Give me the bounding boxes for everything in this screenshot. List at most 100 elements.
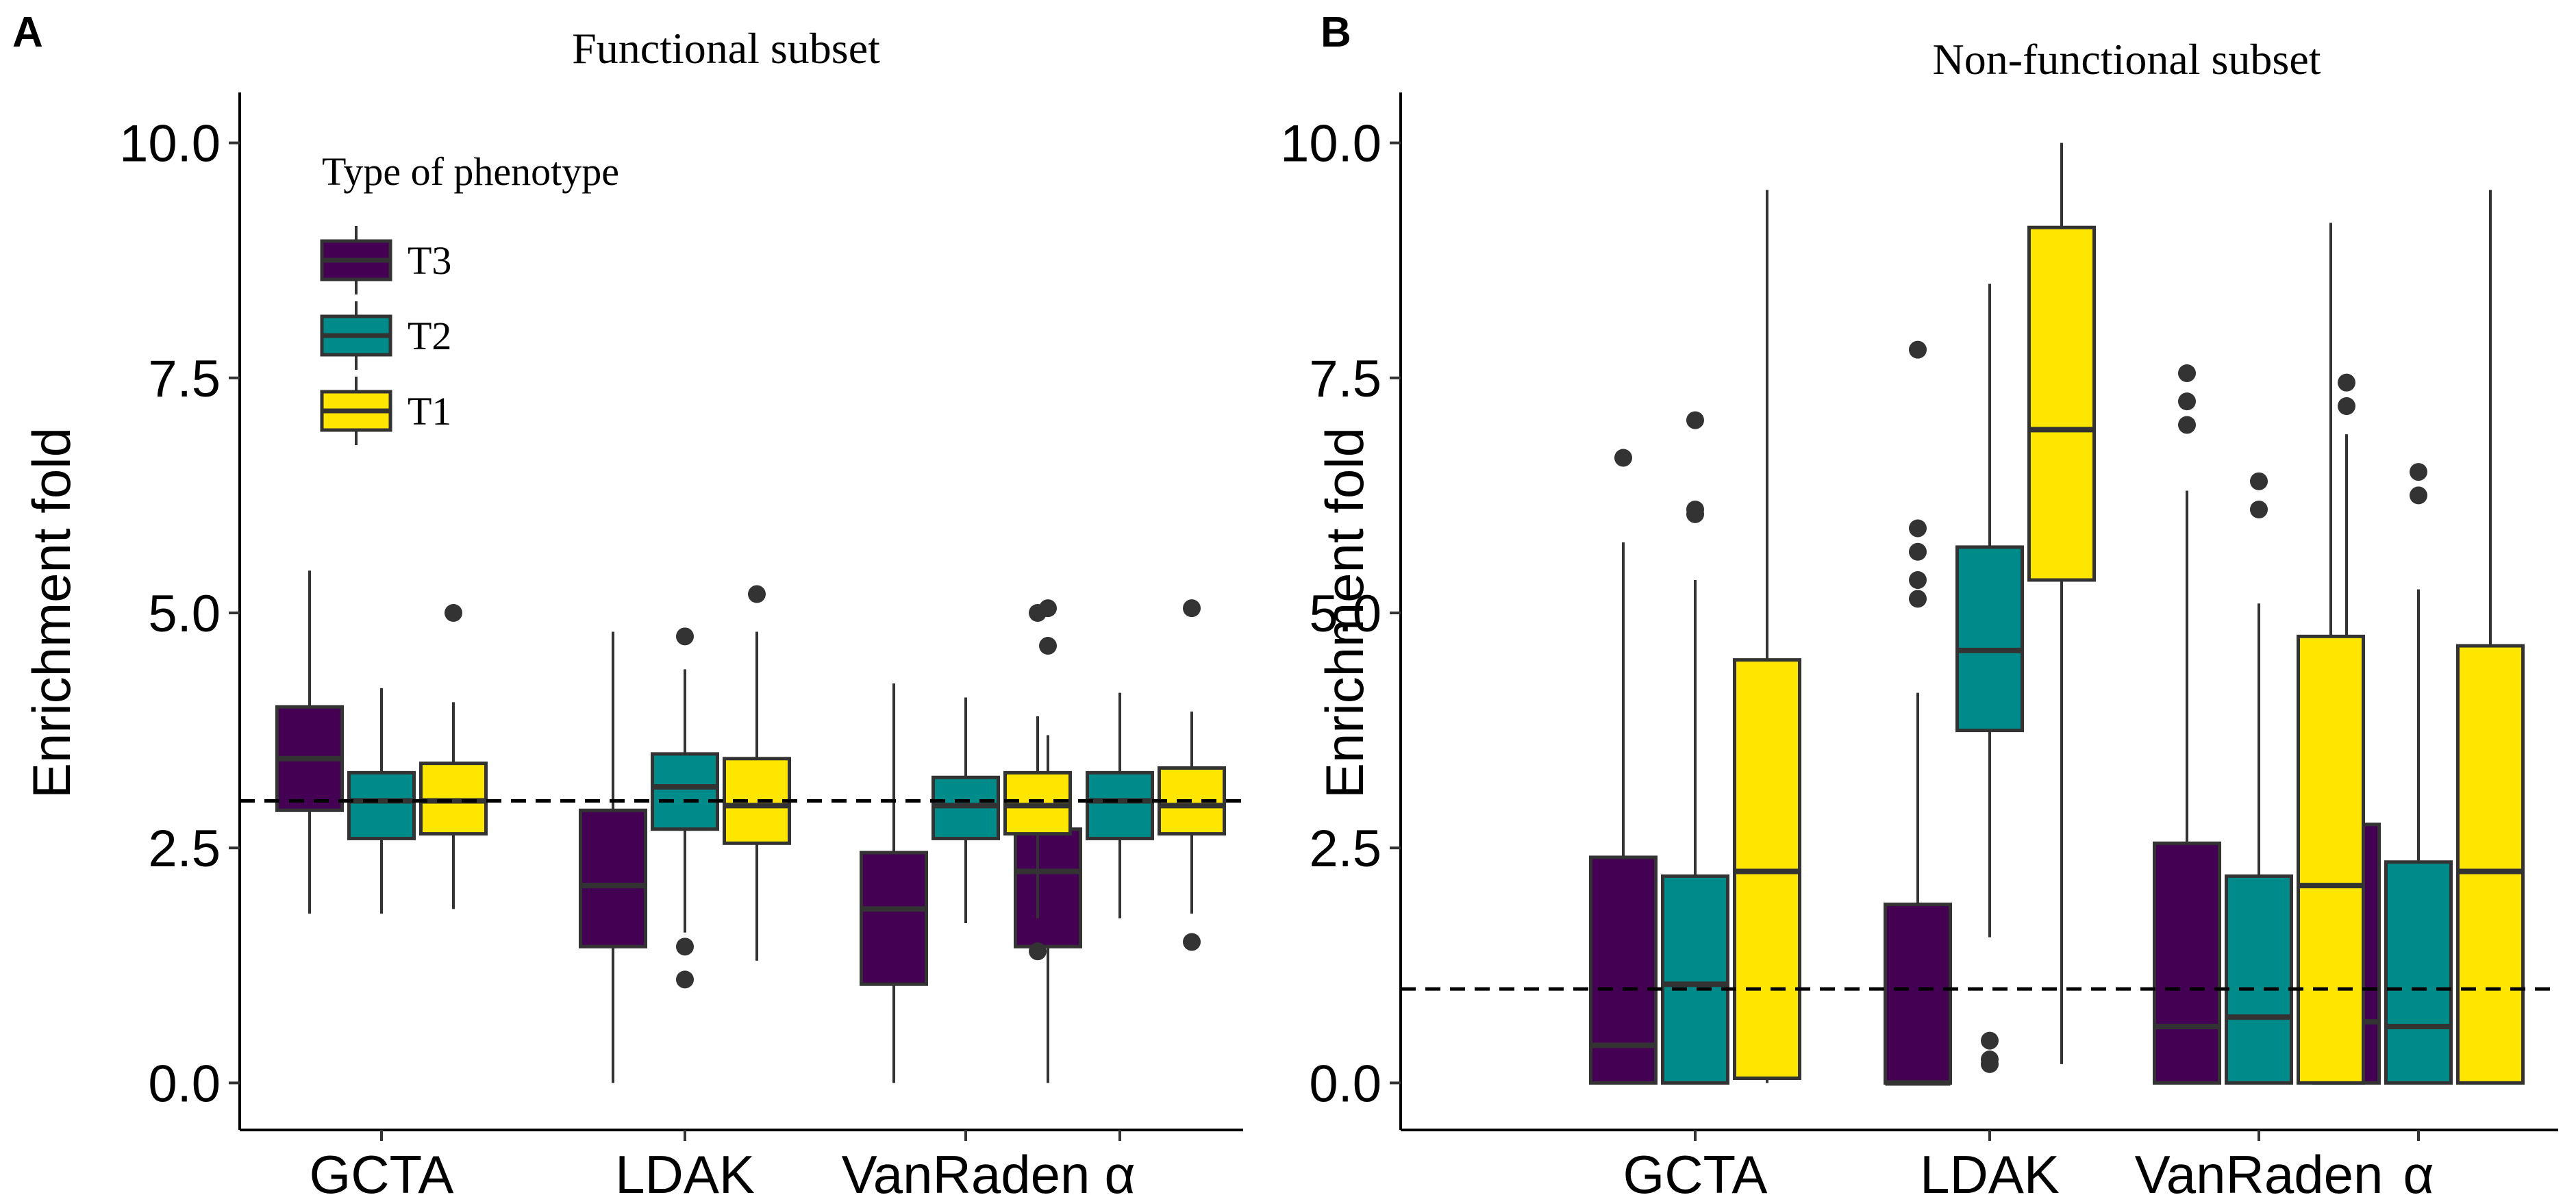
panel-a: A Functional subset 0.0 2.5 5.0 7.5 10.0 Enrich…: [12, 9, 1243, 1195]
legend: Type of phenotype T3 T2 T1: [320, 149, 619, 445]
box-t1-α: [1158, 599, 1226, 951]
x-tick-label: GCTA: [310, 1144, 454, 1195]
box-t1-GCTA: [419, 604, 488, 909]
outlier-point: [1039, 637, 1057, 655]
panel-title: Non-functional subset: [1933, 35, 2321, 84]
legend-entry-t1: T1: [320, 377, 451, 445]
legend-entry-t2: T2: [320, 301, 451, 370]
panel-label: A: [12, 9, 43, 56]
outlier-point: [2338, 397, 2355, 415]
legend-title: Type of phenotype: [322, 149, 619, 194]
box-t1-VanRaden: [1003, 604, 1072, 961]
box-body: [1589, 855, 1658, 1085]
outlier-point: [2178, 392, 2196, 411]
outlier-point: [1981, 1051, 1999, 1069]
box-body: [579, 808, 647, 948]
outlier-point: [1981, 1031, 1999, 1050]
box-t1-α: [2456, 190, 2525, 1085]
box-t1-LDAK: [723, 585, 791, 961]
y-axis-label: Enrichment fold: [21, 427, 82, 798]
y-tick-label: 2.5: [148, 820, 221, 878]
panel-label: B: [1321, 9, 1351, 56]
x-tick-label: VanRaden: [842, 1144, 1090, 1195]
outlier-point: [1909, 570, 1927, 589]
outlier-point: [445, 604, 462, 622]
box-t2-LDAK: [1955, 284, 2024, 1073]
box-body: [1955, 545, 2024, 733]
box-body: [347, 770, 416, 840]
x-tick-label: VanRaden: [2135, 1144, 2384, 1195]
box-body: [2297, 634, 2365, 1085]
outlier-point: [676, 938, 694, 956]
box-body: [2153, 841, 2221, 1085]
legend-label: T1: [408, 389, 451, 433]
outlier-point: [1909, 590, 1927, 608]
outlier-point: [676, 627, 694, 646]
box-body: [860, 851, 928, 986]
box-t3-α: [1014, 599, 1082, 1083]
box-t2-GCTA: [347, 688, 416, 914]
box-t1-LDAK: [2027, 142, 2096, 1064]
box-body: [2456, 644, 2525, 1085]
outlier-point: [1686, 411, 1704, 429]
y-tick-label: 0.0: [148, 1055, 221, 1113]
box-t3-VanRaden: [860, 683, 928, 1083]
outlier-point: [2410, 486, 2427, 505]
x-tick-label: LDAK: [615, 1144, 755, 1195]
box-t2-α: [2384, 463, 2453, 1085]
outlier-point: [2250, 472, 2268, 490]
y-tick-label: 10.0: [1280, 115, 1381, 173]
outlier-point: [1909, 340, 1927, 359]
box-body: [2027, 225, 2096, 582]
box-t3-LDAK: [1884, 340, 1952, 1086]
outlier-point: [1029, 604, 1047, 622]
box-t3-GCTA: [275, 570, 344, 914]
outlier-point: [1183, 599, 1201, 618]
outlier-point: [2250, 501, 2268, 518]
x-tick-label: GCTA: [1623, 1144, 1768, 1195]
box-body: [1086, 770, 1154, 840]
outlier-point: [1909, 542, 1927, 561]
x-tick-label: α: [1104, 1144, 1135, 1195]
box-body: [651, 752, 719, 831]
box-t2-GCTA: [1661, 411, 1729, 1085]
box-t1-VanRaden: [2297, 223, 2365, 1085]
panel-title: Functional subset: [572, 24, 880, 73]
outlier-point: [2178, 416, 2196, 434]
outlier-point: [1614, 449, 1632, 467]
legend-label: T2: [408, 314, 451, 358]
outlier-point: [1686, 501, 1704, 518]
legend-label: T3: [408, 238, 451, 283]
outlier-point: [2178, 364, 2196, 382]
box-body: [2384, 860, 2453, 1085]
panel-b: B Non-functional subset 0.0 2.5 5.0 7.5 10.0 En…: [1280, 9, 2558, 1195]
y-tick-label: 5.0: [148, 585, 221, 643]
outlier-point: [676, 970, 694, 989]
box-t2-VanRaden: [2225, 472, 2293, 1085]
box-t3-LDAK: [579, 631, 647, 1083]
x-tick-label: α: [2403, 1144, 2434, 1195]
x-tick-label: LDAK: [1920, 1144, 2060, 1195]
box-body: [1014, 827, 1082, 948]
box-t1-GCTA: [1733, 190, 1801, 1083]
outlier-point: [1909, 519, 1927, 538]
y-axis-label: Enrichment fold: [1314, 427, 1375, 798]
legend-entry-t3: T3: [320, 226, 451, 294]
outlier-point: [2338, 373, 2355, 392]
box-body: [2225, 874, 2293, 1085]
outlier-point: [748, 585, 766, 603]
y-tick-label: 7.5: [148, 350, 221, 408]
box-t2-VanRaden: [931, 697, 1000, 923]
y-tick-label: 10.0: [119, 115, 221, 173]
box-t3-GCTA: [1589, 449, 1658, 1085]
outlier-point: [2410, 463, 2427, 481]
box-body: [1661, 874, 1729, 1085]
box-body: [1884, 903, 1952, 1085]
outlier-point: [1029, 942, 1047, 961]
y-tick-label: 2.5: [1309, 820, 1381, 878]
outlier-point: [1183, 933, 1201, 951]
y-tick-label: 7.5: [1309, 350, 1381, 408]
box-t2-α: [1086, 692, 1154, 919]
y-tick-label: 0.0: [1309, 1055, 1381, 1113]
